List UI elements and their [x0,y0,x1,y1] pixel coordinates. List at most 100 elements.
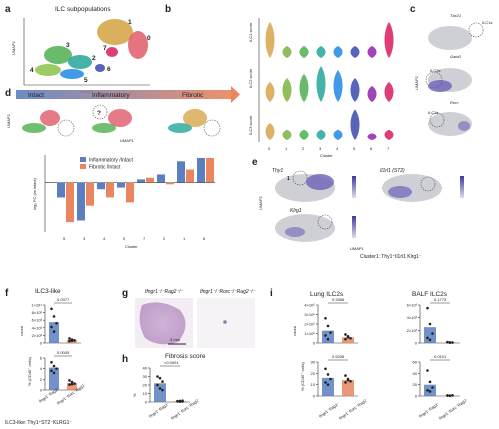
c-gene-gata3: Gata3 [450,54,462,59]
cluster-label-6: 6 [107,66,111,73]
d-condition-inflammatory: Inflammatory [92,92,130,99]
violin-row0-cluster4 [333,46,343,58]
i-lt-ticklabel-4: 4×10⁵ [304,303,315,308]
e-il1rl1: Il1rl1 (ST2) [380,168,464,202]
umap-cluster-2 [68,55,92,69]
violin-row0-cluster6 [367,46,377,58]
f-bot-point-1-4 [70,382,74,386]
panel-b-ylabel-ilc3: ILC3 score [248,115,253,135]
d-tick-cluster-2: 2 [163,236,166,241]
f-top-point-0-0 [50,307,53,311]
panel-a-title: ILC subpopulations [55,6,111,13]
violin-row1-cluster6 [367,86,377,102]
h-chart-ticklabel-4: 40 [143,366,148,371]
f-bot-point-0-1 [52,364,56,368]
i-lt-ylabel: count [292,325,297,336]
d-tick-cluster-3: 3 [83,236,86,241]
i-bt-point-1-3 [446,340,449,344]
panel-i: i Lung ILC2s BALF ILC2s 0 1×10⁵ 2×10⁵ 3×10⁵… [270,288,469,421]
c-circle-ilc1 [468,22,484,38]
i-bb-point-0-2 [431,386,434,389]
i-bt-point-1-4 [448,341,452,344]
e-legend-il1rl1 [460,176,464,198]
panel-f: f ILC3-like 0 2×10³ 4×10³ 6×10³ 8×10³ 1×10⁴ co… [5,288,87,426]
violin-row0-cluster5 [350,46,360,58]
panel-c-ylabel: UMAP2 [414,75,419,90]
d-bar-fibrotic-cluster-4 [106,182,114,198]
i-bb-point-0-3 [426,389,429,392]
cluster-label-3: 3 [66,42,70,49]
f-top-ticklabel-3: 6×10³ [32,318,43,323]
e-umap-il1rl1 [382,174,442,202]
panel-d-letter: d [5,88,11,99]
violin-row2-cluster1 [282,129,292,140]
i-lt-point-0-4 [326,337,330,341]
h-chart-ticklabel-3: 30 [143,374,148,379]
f-top-point-0-3 [50,325,53,329]
i-bb-point-0-4 [428,390,432,393]
e-ylabel: UMAP2 [258,195,263,210]
violin-row2-cluster4 [333,129,343,140]
d-bar-fibrotic-cluster-7 [146,177,154,183]
d-legend-swatch-fibrotic [80,164,86,169]
d-bar-fibrotic-cluster-2 [166,182,174,185]
h-chart-ticklabel-2: 20 [143,383,148,388]
i-lt-ticklabel-0: 0 [313,341,316,346]
umap-cluster-1 [97,19,133,45]
c-inset-ilc2: ILC2s [430,68,440,73]
i-balf-group-1: Ifngr1⁻Rorc⁻Rag2⁻ [438,397,469,421]
i-bb-ticklabel-0: 0 [415,394,418,399]
h-chart-point-1-5 [181,400,184,403]
i-lt-ticklabel-3: 3×10⁵ [304,312,315,317]
i-bt-pvalue: 0.1773 [434,297,447,302]
i-lb-point-0-3 [324,381,327,384]
c-gene-rorc: Rorc [450,100,458,105]
violin-row2-cluster2 [299,129,309,140]
d-umap-ylabel: UMAP2 [6,113,11,128]
panel-a-ylabel: UMAP2 [11,40,16,55]
f-count-chart: 0 2×10³ 4×10³ 6×10³ 8×10³ 1×10⁴ count 0.0377 [19,297,81,346]
h-group-label-1: Ifngr1⁻Rorc⁻Rag2⁻ [170,397,201,421]
d-legend-inflammatory: Inflammatory /Intact [89,158,134,164]
i-lt-bar-1 [342,337,354,343]
violin-row1-cluster3 [316,66,326,102]
d-bar-ylabel: log₂ FC (vs intact) [32,178,37,210]
g-tissue-0 [139,302,186,345]
f-top-ticklabel-5: 1×10⁴ [31,303,42,308]
d-bar-inflammatory-cluster-0 [117,182,125,188]
cluster-label-1: 1 [128,19,132,26]
g-label-0: Ifngr1⁻/⁻Rag2⁻/⁻ [145,289,183,295]
f-bot-ticklabel-0: 0 [40,388,43,393]
d-umap-intact [22,110,75,137]
c-tbx21: Tbx21 ILC1s [428,13,492,50]
f-bot-point-0-4 [52,371,56,375]
f-bot-ticklabel-1: 2 [40,377,43,382]
i-lb-bar-0 [322,377,334,396]
i-lb-point-1-3 [344,381,347,384]
cluster-label-7: 7 [103,45,107,52]
panel-b-violins [265,22,394,140]
i-lt-point-0-0 [324,317,327,320]
f-top-point-1-0 [68,337,71,340]
d-condition-fibrotic: Fibrotic [182,92,204,99]
umap-cluster-5 [60,69,84,79]
f-top-ylabel: count [19,325,24,336]
i-bt-ticklabel-3: 6×10³ [407,303,418,308]
i-bt-point-0-4 [428,338,432,342]
violin-row1-cluster0 [265,82,275,102]
i-lung-count-chart: 0 1×10⁵ 2×10⁵ 3×10⁵ 4×10⁵ count 0.3366 [292,297,358,346]
i-lung-pct-chart: 0 10 20 30 % (CD45⁺ cells) 0.5206 [300,354,358,399]
f-footnote: ILC3-like: Thy1⁺ST2⁻KLRG1⁻ [5,420,72,426]
f-top-point-0-4 [52,330,56,333]
i-bt-ticklabel-1: 2×10³ [407,328,418,333]
f-bot-point-1-3 [68,383,71,386]
d-bar-fibrotic-cluster-6 [206,158,214,183]
violin-row1-cluster5 [350,78,360,102]
h-chart-bar-0 [154,383,166,402]
d-bar-inflammatory-cluster-6 [197,158,205,183]
e-legend-klrg1 [352,216,356,238]
d-bar-inflammatory-cluster-1 [177,161,185,183]
violin-row2-cluster7 [384,129,394,140]
i-lt-bar-0 [322,330,334,343]
violin-row2-cluster0 [265,123,275,140]
